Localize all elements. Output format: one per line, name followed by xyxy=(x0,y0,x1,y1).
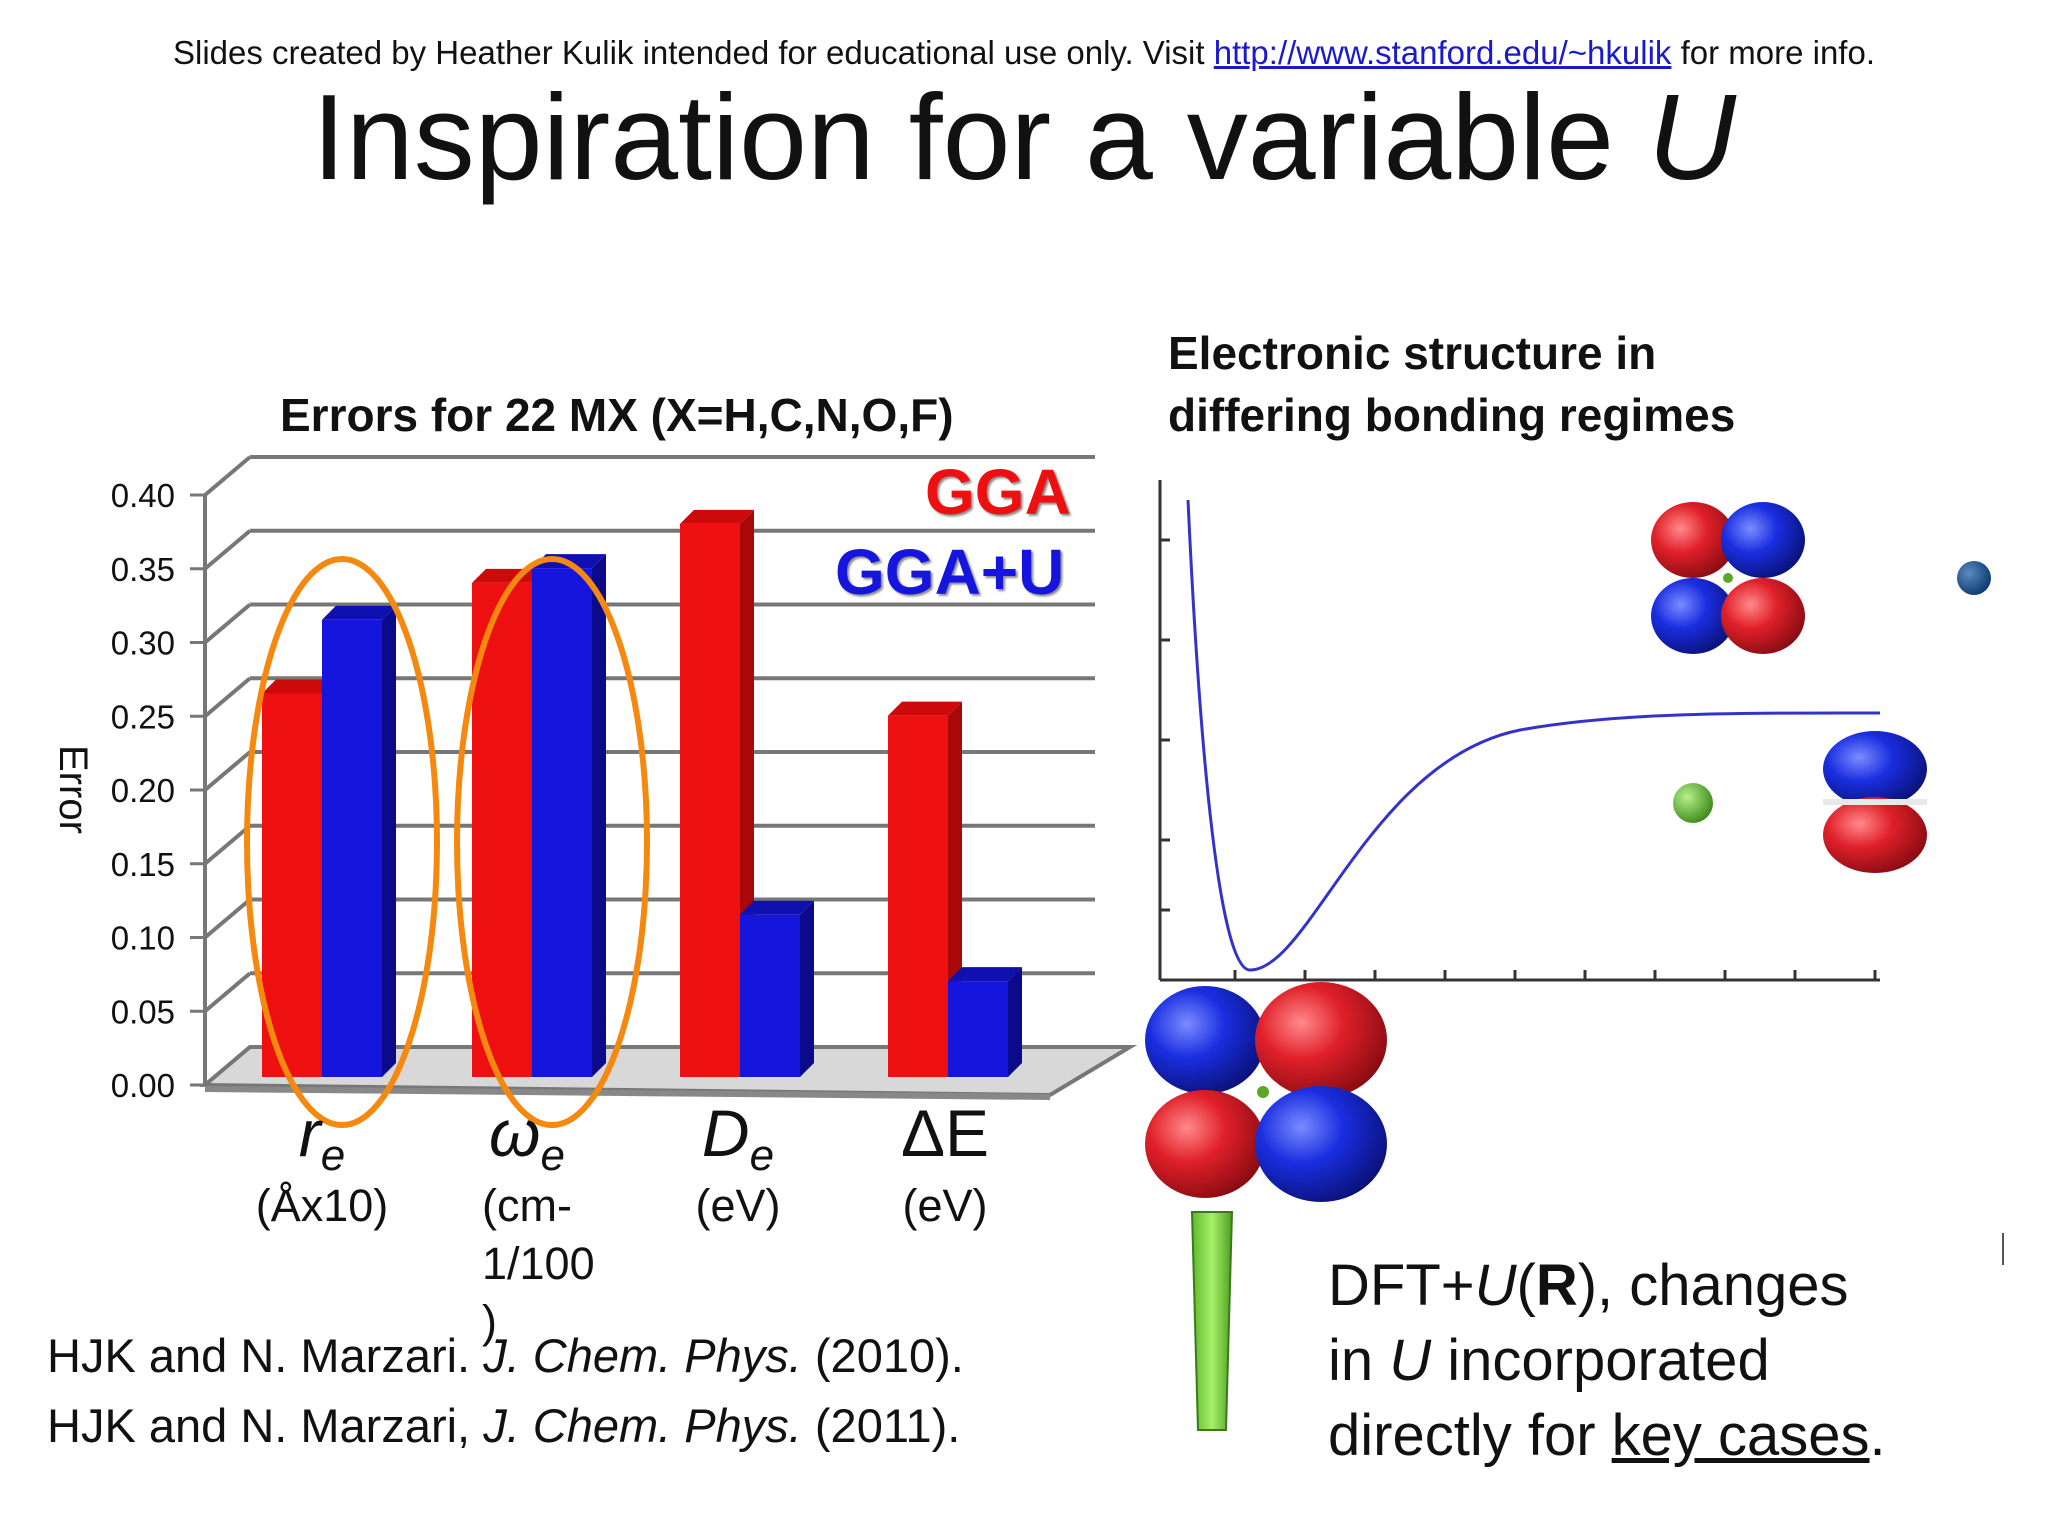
bar-side xyxy=(1008,967,1022,1077)
slide-title: Inspiration for a variable U xyxy=(0,62,2048,212)
grid-depth-line xyxy=(203,455,252,497)
d-orbital-bottom-icon xyxy=(1145,982,1387,1202)
chart-title: Errors for 22 MX (X=H,C,N,O,F) xyxy=(280,389,954,441)
right-heading-line2: differing bonding regimes xyxy=(1168,389,1736,441)
category-unit: (eV) xyxy=(695,1180,781,1231)
grid-depth-line xyxy=(203,971,252,1013)
d-orbital-top-icon xyxy=(1651,502,1805,654)
bar-gga-3 xyxy=(888,715,948,1077)
dft-line1-c: ), changes xyxy=(1577,1253,1849,1318)
bar-top xyxy=(322,605,396,620)
bar-top xyxy=(948,967,1022,982)
ref1-authors: HJK and N. Marzari. xyxy=(47,1329,484,1382)
y-tick-label: 0.30 xyxy=(111,625,175,662)
category-unit: (eV) xyxy=(902,1180,988,1231)
category-symbol: ΔE xyxy=(900,1096,990,1170)
y-tick-label: 0.40 xyxy=(111,477,175,514)
ref1-journal: J. Chem. Phys. xyxy=(483,1329,802,1382)
ref2-year: (2011). xyxy=(801,1399,961,1452)
bar-top xyxy=(262,679,336,694)
bar-gga-plus-u-0 xyxy=(322,619,382,1077)
grid-depth-line xyxy=(203,897,252,940)
credit-link[interactable]: http://www.stanford.edu/~hkulik xyxy=(1213,34,1672,71)
dft-line2-b: incorporated xyxy=(1431,1328,1770,1393)
dft-line2-a: in xyxy=(1328,1328,1390,1393)
bar-gga-2 xyxy=(680,523,740,1077)
y-tick-label: 0.00 xyxy=(111,1067,175,1104)
dft-line1-a: DFT+ xyxy=(1328,1253,1475,1318)
y-tick-label: 0.10 xyxy=(111,920,175,957)
highlight-ellipse xyxy=(454,556,650,1128)
dft-line1-b: ( xyxy=(1516,1253,1536,1318)
bar-top xyxy=(680,509,754,524)
grid-depth-line xyxy=(203,824,252,866)
y-tick-label: 0.35 xyxy=(111,551,175,588)
dft-line2: in U incorporated xyxy=(1328,1323,1886,1398)
y-tick-label: 0.05 xyxy=(111,993,175,1030)
reference-2010: HJK and N. Marzari. J. Chem. Phys. (2010… xyxy=(47,1328,964,1383)
right-panel-heading: Electronic structure in differing bondin… xyxy=(1168,322,1735,446)
bar-gga-plus-u-3 xyxy=(948,981,1008,1077)
slide-title-variable: U xyxy=(1647,69,1737,205)
bonding-diagram xyxy=(1145,480,2004,1431)
legend-gga: GGA xyxy=(925,456,1071,528)
category-unit: (cm- xyxy=(482,1180,572,1231)
bar-top xyxy=(888,701,962,716)
y-tick-label: 0.15 xyxy=(111,846,175,883)
grid-depth-line xyxy=(203,676,252,718)
y-axis-label: Error xyxy=(51,745,95,834)
bar-gga-1 xyxy=(472,582,532,1077)
dft-line1-r: R xyxy=(1535,1253,1578,1318)
dft-u-statement: DFT+U(R), changes in U incorporated dire… xyxy=(1328,1248,1886,1473)
dft-line3-b: . xyxy=(1869,1403,1886,1468)
bar-gga-0 xyxy=(262,693,322,1077)
right-heading-line1: Electronic structure in xyxy=(1168,327,1657,379)
dft-line2-u: U xyxy=(1389,1328,1432,1393)
ref2-authors: HJK and N. Marzari, xyxy=(47,1399,484,1452)
ref1-year: (2010). xyxy=(801,1329,964,1382)
bar-side xyxy=(800,900,814,1077)
y-tick-label: 0.25 xyxy=(111,698,175,735)
potential-axes xyxy=(1158,480,1880,982)
atom-small-blue-icon xyxy=(1957,561,1991,595)
category-unit: 1/100 xyxy=(482,1238,595,1289)
exclamation-icon xyxy=(1190,1211,1234,1431)
atom-green-icon xyxy=(1673,783,1713,823)
dft-line3-key-cases: key cases xyxy=(1611,1403,1870,1468)
ref2-journal: J. Chem. Phys. xyxy=(483,1399,802,1452)
credit-line: Slides created by Heather Kulik intended… xyxy=(0,34,2048,72)
category-unit: (Åx10) xyxy=(255,1180,389,1231)
x-axis-line xyxy=(204,1086,1051,1100)
grid-depth-line xyxy=(203,602,252,645)
category-symbol: De xyxy=(701,1096,775,1181)
category-symbol: ωe xyxy=(489,1096,565,1181)
bar-top xyxy=(740,900,814,915)
bar-chart: 0.00 0.05 0.10 0.15 0.20 0.25 0.30 0.35 0.40 xyxy=(111,455,1138,1128)
dft-line1: DFT+U(R), changes xyxy=(1328,1248,1886,1323)
credit-suffix: for more info. xyxy=(1671,34,1875,71)
dft-line3: directly for key cases. xyxy=(1328,1398,1886,1473)
dft-line3-a: directly for xyxy=(1328,1403,1612,1468)
bar-side xyxy=(592,554,606,1077)
grid-depth-line xyxy=(203,750,252,792)
slide-title-text: Inspiration for a variable xyxy=(311,69,1648,205)
y-tick-label: 0.20 xyxy=(111,772,175,809)
bar-side xyxy=(382,605,396,1077)
reference-2011: HJK and N. Marzari, J. Chem. Phys. (2011… xyxy=(47,1398,960,1453)
grid-depth-line xyxy=(203,529,252,571)
legend-gga-u: GGA+U xyxy=(835,536,1065,608)
dft-line1-u: U xyxy=(1474,1253,1517,1318)
category-unit: ) xyxy=(482,1296,497,1347)
p-orbital-icon xyxy=(1823,731,1927,873)
highlight-ellipse xyxy=(244,556,440,1128)
category-symbol: re xyxy=(298,1096,346,1181)
potential-energy-curve xyxy=(1186,499,1881,972)
bar-gga-plus-u-1 xyxy=(532,568,592,1077)
credit-prefix: Slides created by Heather Kulik intended… xyxy=(173,34,1214,71)
bar-gga-plus-u-2 xyxy=(740,914,800,1077)
